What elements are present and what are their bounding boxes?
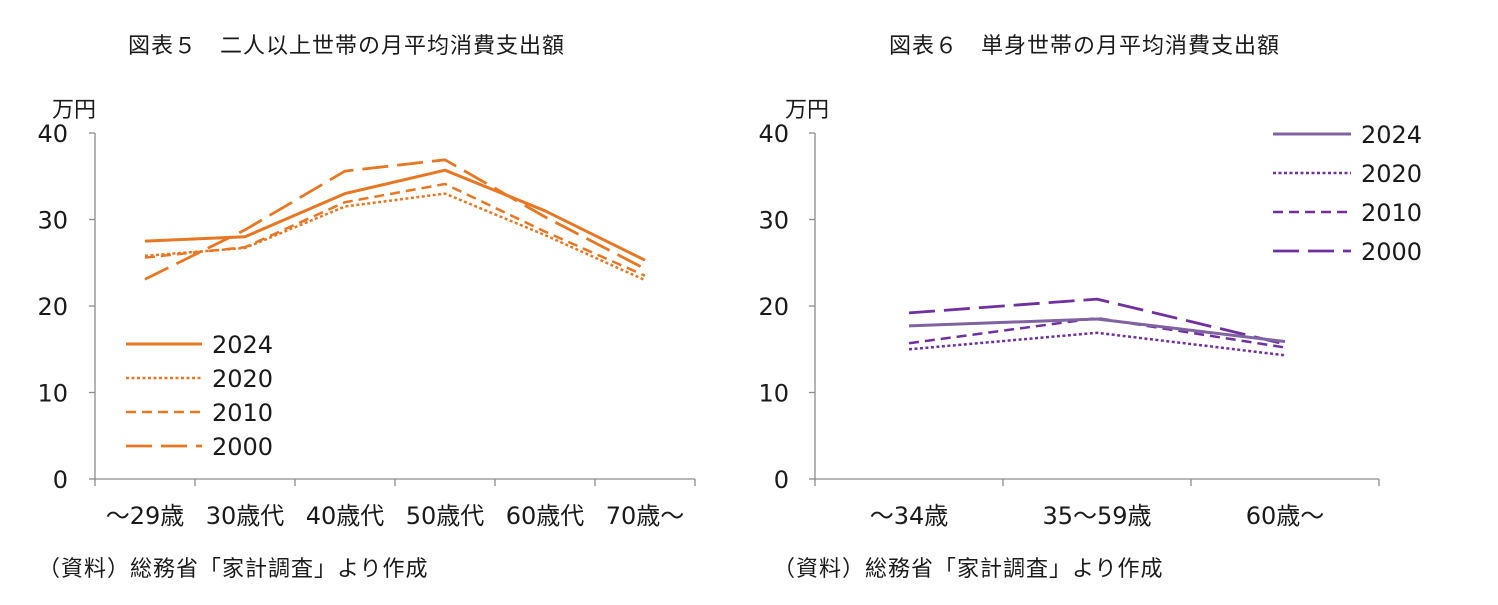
y-tick-label: 30 — [37, 207, 68, 235]
series-line-2020 — [144, 192, 646, 282]
legend-label: 2020 — [212, 365, 273, 393]
series-line-2000 — [144, 158, 646, 281]
series-line-2000 — [908, 297, 1286, 346]
chart-panel-household: 図表５ 二人以上世帯の月平均消費支出額 万円 0 10 20 30 40 〜29歳 30歳代… — [37, 34, 696, 582]
chart-title: 図表５ 二人以上世帯の月平均消費支出額 — [128, 34, 566, 59]
source-note: （資料）総務省「家計調査」より作成 — [773, 557, 1164, 582]
y-axis-unit-label: 万円 — [52, 98, 97, 123]
series-line-2020 — [908, 331, 1286, 357]
legend-label: 2010 — [1361, 199, 1422, 227]
x-tick-label: 〜29歳 — [106, 502, 185, 530]
y-tick-label: 40 — [37, 120, 68, 148]
legend-label: 2000 — [212, 433, 273, 461]
x-tick-label: 40歳代 — [306, 502, 385, 530]
x-tick-label: 30歳代 — [206, 502, 285, 530]
x-tick-label: 70歳〜 — [606, 502, 685, 530]
chart-panel-single: 図表６ 単身世帯の月平均消費支出額 万円 0 10 20 30 40 〜34歳 35〜59歳… — [749, 0, 1498, 605]
y-axis-unit-label: 万円 — [785, 98, 830, 123]
x-tick-label: 60歳〜 — [1246, 502, 1325, 530]
legend-label: 2024 — [1361, 121, 1422, 149]
y-tick-label: 0 — [53, 466, 68, 494]
x-tick-label: 50歳代 — [406, 502, 485, 530]
y-tick-label: 20 — [758, 293, 789, 321]
x-tick-label: 60歳代 — [506, 502, 585, 530]
source-note: （資料）総務省「家計調査」より作成 — [38, 557, 429, 582]
legend-label: 2020 — [1361, 160, 1422, 188]
y-tick-label: 0 — [774, 466, 789, 494]
series-line-2024 — [144, 168, 646, 262]
line-chart-single: 0 10 20 30 40 〜34歳 35〜59歳 60歳〜 2024 2020 2010 2000 — [758, 120, 1422, 530]
legend-label: 2000 — [1361, 238, 1422, 266]
chart-title: 図表６ 単身世帯の月平均消費支出額 — [889, 34, 1281, 59]
y-tick-label: 30 — [758, 207, 789, 235]
x-tick-label: 〜34歳 — [870, 502, 949, 530]
legend-label: 2024 — [212, 331, 273, 359]
y-tick-label: 10 — [37, 380, 68, 408]
series-line-2024 — [908, 317, 1286, 343]
y-tick-label: 20 — [37, 293, 68, 321]
line-chart-household: 0 10 20 30 40 〜29歳 30歳代 40歳代 50歳代 60歳代 70歳〜 2024 202… — [37, 120, 696, 530]
x-tick-label: 35〜59歳 — [1042, 502, 1151, 530]
y-tick-label: 40 — [758, 120, 789, 148]
y-tick-label: 10 — [758, 380, 789, 408]
legend-label: 2010 — [212, 399, 273, 427]
